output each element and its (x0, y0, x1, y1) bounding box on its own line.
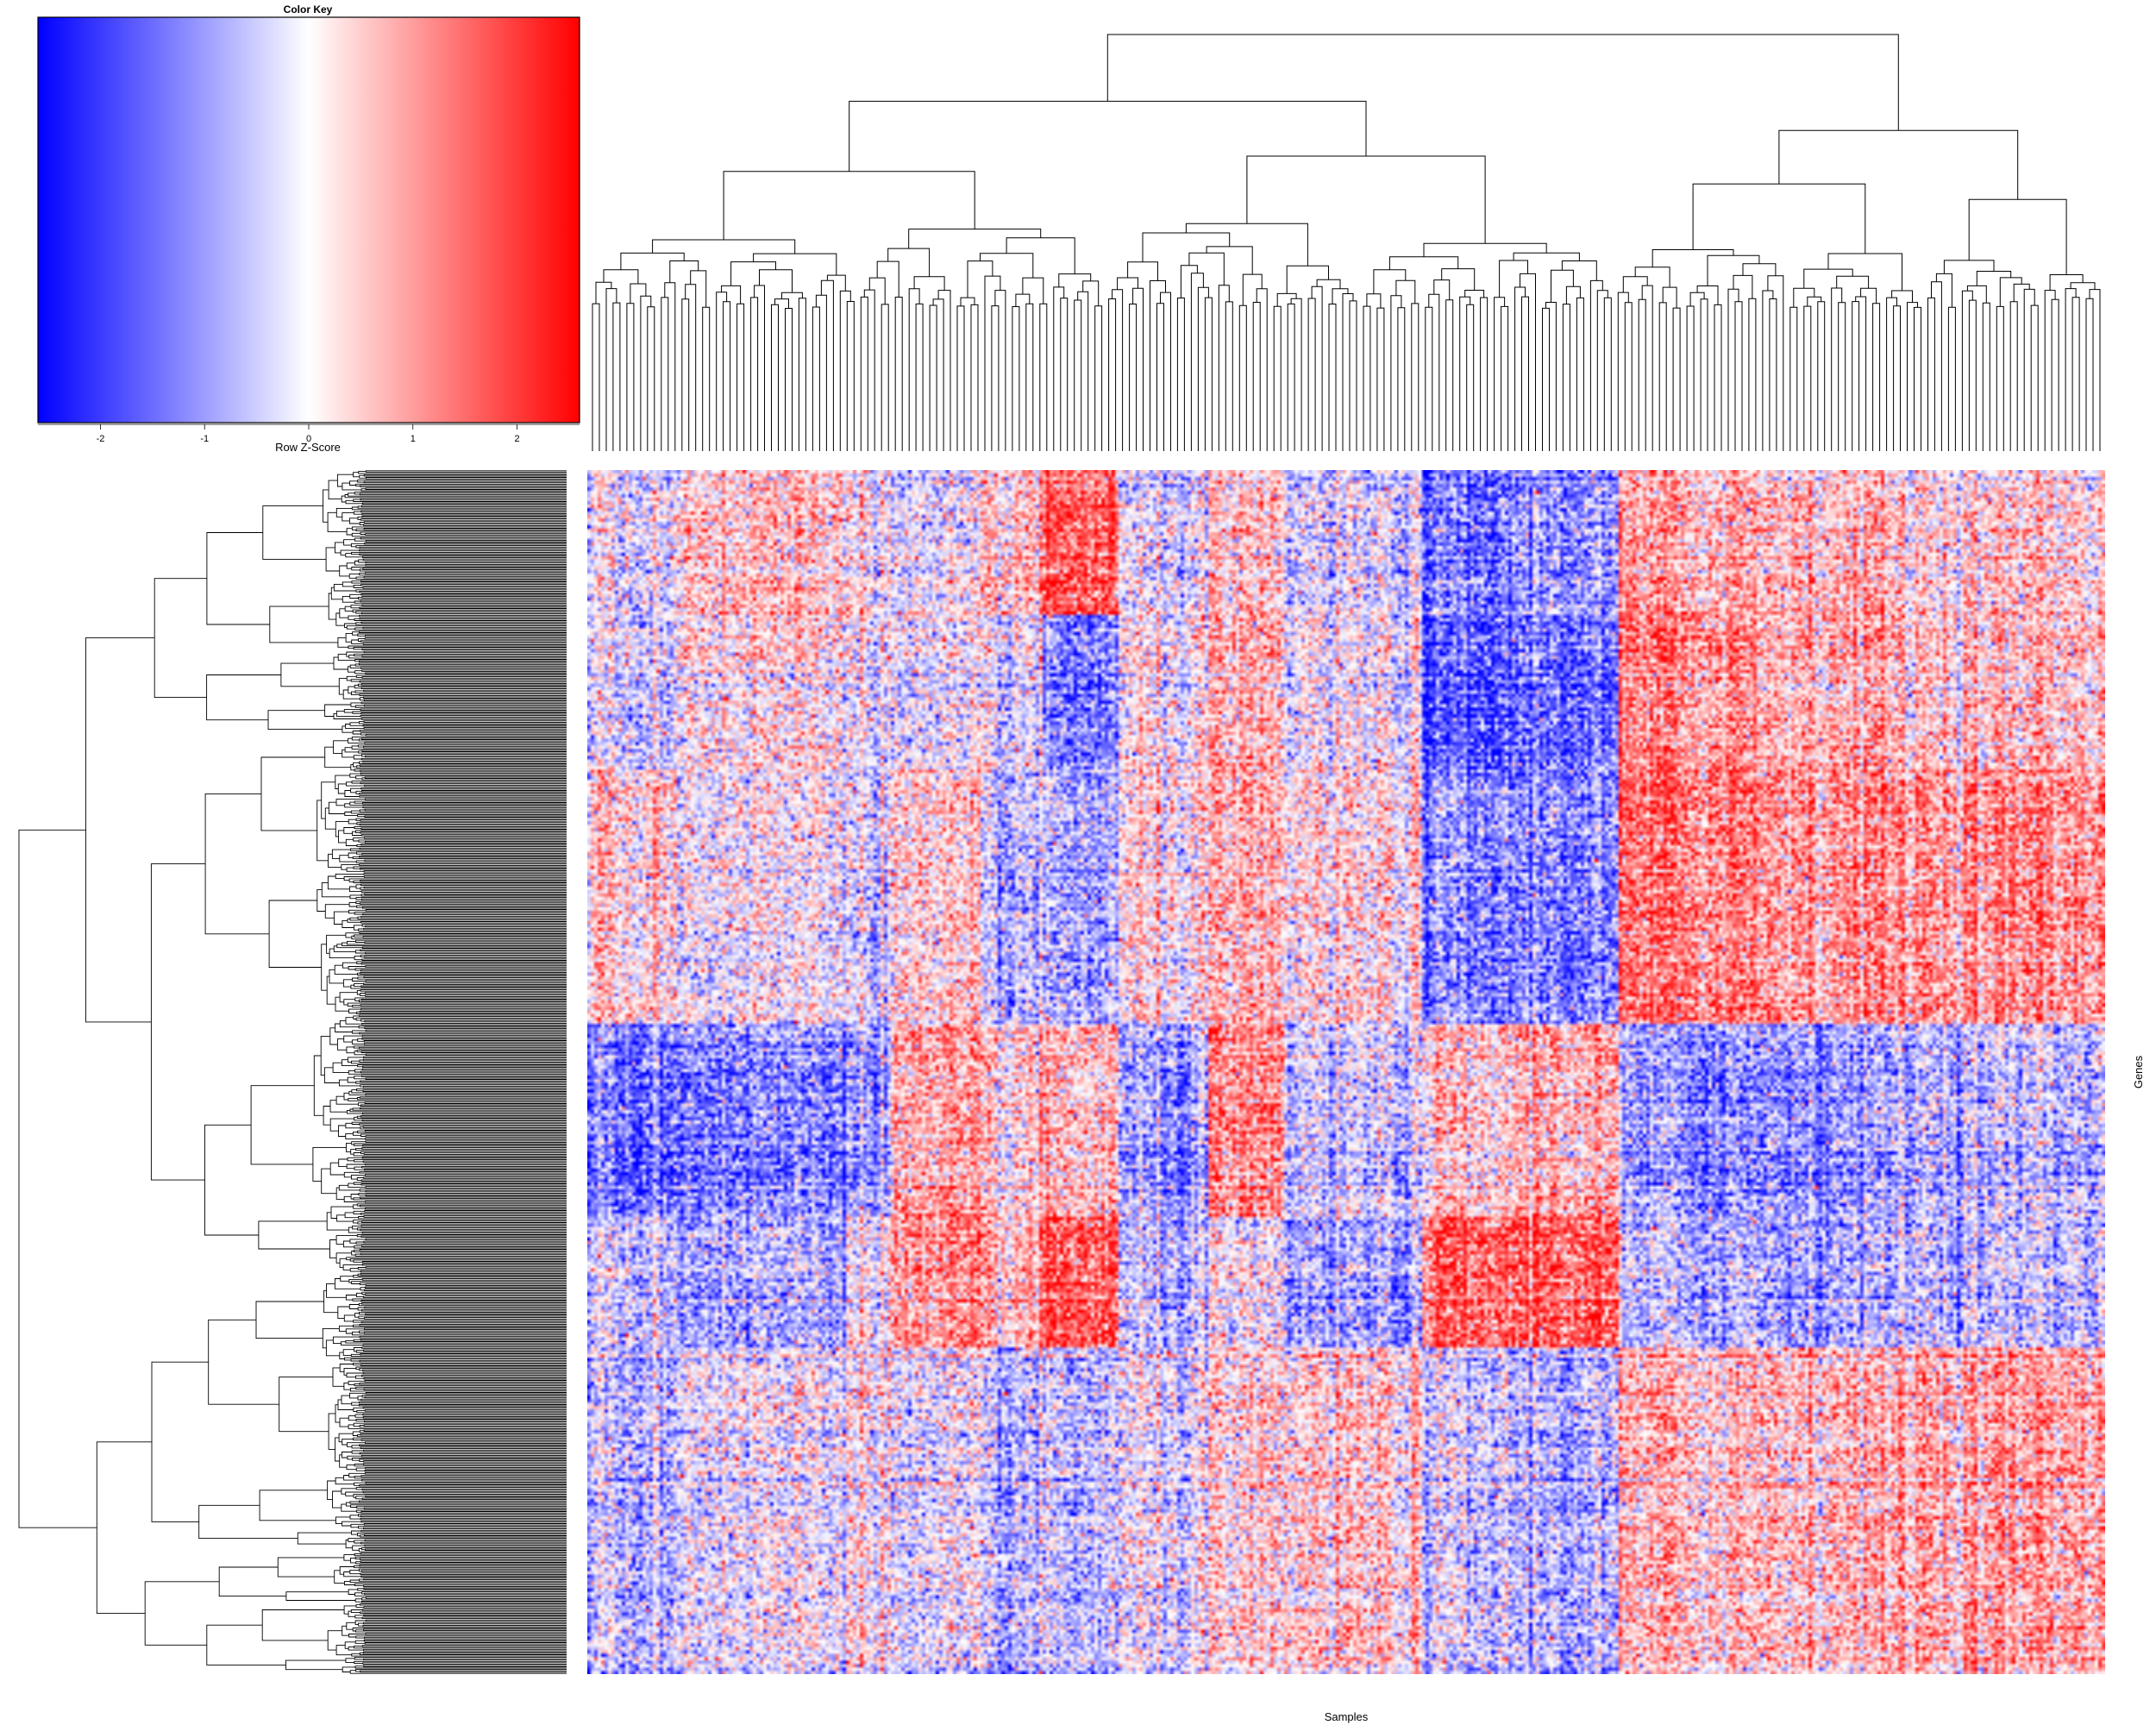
color-key-gradient (38, 17, 580, 423)
color-key-title: Color Key (284, 3, 333, 16)
color-key: Color Key -2 -1 0 1 2 Row Z-Score (37, 3, 580, 454)
color-key-tick-label: 0 (306, 434, 311, 444)
column-dendrogram (592, 34, 2101, 451)
color-key-label: Row Z-Score (275, 441, 341, 454)
color-key-axis: -2 -1 0 1 2 (38, 423, 580, 444)
heatmap-cells (587, 470, 2105, 1674)
column-dendrogram-branches (592, 34, 2101, 451)
x-axis-label: Samples (1325, 1710, 1369, 1723)
color-key-tick-label: -2 (97, 434, 105, 444)
row-dendrogram-branches (18, 470, 567, 1674)
color-key-tick-label: 2 (514, 434, 519, 444)
row-dendrogram (18, 470, 567, 1674)
color-key-frame (37, 16, 580, 423)
color-key-tick-label: -1 (200, 434, 209, 444)
y-axis-label: Genes (2132, 1055, 2145, 1088)
color-key-tick-label: 1 (411, 434, 416, 444)
heatmap-body (587, 470, 2105, 1674)
